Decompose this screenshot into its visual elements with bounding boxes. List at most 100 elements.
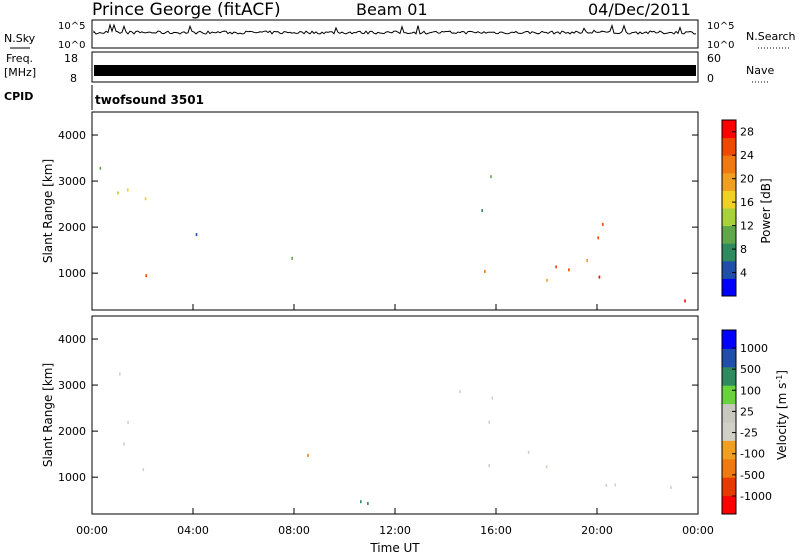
freq-tick-top: 18	[64, 52, 78, 65]
data-cell	[484, 269, 486, 273]
y-tick-label: 1000	[58, 471, 86, 484]
velocity-color-swatch	[722, 458, 736, 478]
velocity-colorbar-frame	[721, 329, 737, 515]
power-ylabel: Slant Range [km]	[41, 159, 55, 263]
power-color-swatch	[722, 190, 736, 209]
y-tick-label: 1000	[58, 267, 86, 280]
power-colorbar-label: 8	[740, 243, 747, 256]
velocity-colorbar-label: 25	[740, 405, 754, 418]
velocity-ylabel: Slant Range [km]	[41, 363, 55, 467]
power-colorbar-frame	[721, 119, 737, 297]
time-axis: 00:00 04:00 08:00 12:00 16:00 20:00 00:00	[76, 304, 714, 537]
y-tick-label: 3000	[58, 379, 86, 392]
data-cell	[614, 483, 617, 487]
data-cell	[490, 175, 492, 179]
velocity-color-swatch	[722, 385, 736, 405]
data-cell	[601, 222, 604, 226]
x-tick-label: 12:00	[379, 524, 411, 537]
nsky-label: N.Sky	[4, 32, 36, 45]
power-colorbar-label: 20	[740, 173, 754, 186]
velocity-label-prefix: Velocity [m s	[775, 383, 789, 460]
freq-tick-bottom: 8	[70, 72, 77, 85]
power-colorbar-label: 12	[740, 220, 754, 233]
nsky-panel-frame	[91, 19, 699, 49]
power-panel-frame	[91, 111, 699, 311]
power-color-swatch	[722, 260, 736, 279]
data-cell	[117, 191, 119, 195]
power-colorbar: 4 8 12 16 20 24 28	[721, 119, 754, 297]
power-y-axis: 1000 2000 3000 4000	[58, 129, 698, 280]
y-tick-label: 4000	[58, 129, 86, 142]
velocity-color-swatch	[722, 422, 736, 441]
y-tick-label: 4000	[58, 333, 86, 346]
nsearch-tick-bottom: 10^0	[707, 40, 734, 51]
velocity-color-swatch	[722, 330, 736, 349]
velocity-colorbar-label: -25	[740, 427, 758, 440]
velocity-scatter	[119, 372, 672, 505]
data-cell	[491, 396, 494, 400]
power-color-swatch	[722, 155, 736, 174]
velocity-colorbar-label: 500	[740, 363, 761, 376]
velocity-colorbar-label: -100	[740, 448, 765, 461]
x-tick-label: 08:00	[278, 524, 310, 537]
data-cell	[597, 236, 600, 240]
cpid-label: CPID	[4, 90, 33, 103]
data-cell	[545, 465, 548, 469]
frequency-trace	[94, 65, 696, 76]
velocity-colorbar-label: 1000	[740, 342, 768, 355]
velocity-colorbar-label: -500	[740, 469, 765, 482]
data-cell	[307, 453, 309, 457]
power-color-swatch	[722, 225, 736, 244]
velocity-colorbar-label: Velocity [m s-1]	[775, 370, 790, 460]
data-cell	[568, 268, 570, 272]
date-title: 04/Dec/2011	[588, 0, 691, 19]
velocity-color-swatch	[722, 477, 736, 497]
data-cell	[142, 468, 145, 472]
x-tick-label: 20:00	[581, 524, 613, 537]
power-colorbar-label: 16	[740, 196, 754, 209]
velocity-panel-frame	[91, 315, 699, 515]
data-cell	[367, 501, 369, 505]
data-cell	[459, 390, 461, 394]
freq-label: Freq.	[6, 52, 33, 65]
beam-title: Beam 01	[356, 0, 428, 19]
nave-tick-top: 60	[707, 52, 721, 65]
power-colorbar-label: 28	[740, 126, 754, 139]
x-tick-label: 00:00	[76, 524, 108, 537]
data-cell	[119, 372, 121, 376]
data-cell	[127, 188, 129, 192]
velocity-label-close: ]	[775, 370, 789, 375]
velocity-y-axis: 1000 2000 3000 4000	[58, 333, 698, 484]
data-cell	[488, 420, 491, 424]
freq-unit-label: [MHz]	[4, 66, 36, 79]
data-cell	[605, 483, 608, 487]
nsky-line	[93, 23, 697, 35]
data-cell	[360, 500, 362, 504]
data-cell	[481, 209, 484, 213]
power-color-swatch	[722, 137, 736, 156]
power-color-swatch	[722, 243, 736, 262]
x-axis-label: Time UT	[369, 541, 420, 554]
nave-label: Nave	[746, 64, 774, 77]
freq-panel-frame	[91, 51, 699, 83]
data-cell	[145, 274, 148, 278]
y-tick-label: 3000	[58, 175, 86, 188]
velocity-color-swatch	[722, 440, 736, 460]
data-cell	[670, 485, 672, 489]
nave-tick-bottom: 0	[707, 72, 714, 85]
data-cell	[127, 420, 129, 424]
velocity-colorbar-label: -1000	[740, 490, 772, 503]
velocity-label-exp: -1	[775, 375, 784, 383]
power-colorbar-label: 4	[740, 267, 747, 280]
power-color-swatch	[722, 120, 736, 139]
y-tick-label: 2000	[58, 221, 86, 234]
x-tick-label: 04:00	[177, 524, 209, 537]
power-colorbar-label: 24	[740, 149, 754, 162]
data-cell	[598, 275, 601, 279]
data-cell	[555, 265, 557, 269]
data-cell	[144, 197, 147, 201]
x-tick-label: 16:00	[480, 524, 512, 537]
velocity-colorbar-label: 100	[740, 384, 761, 397]
cpid-value: twofsound 3501	[95, 93, 204, 107]
